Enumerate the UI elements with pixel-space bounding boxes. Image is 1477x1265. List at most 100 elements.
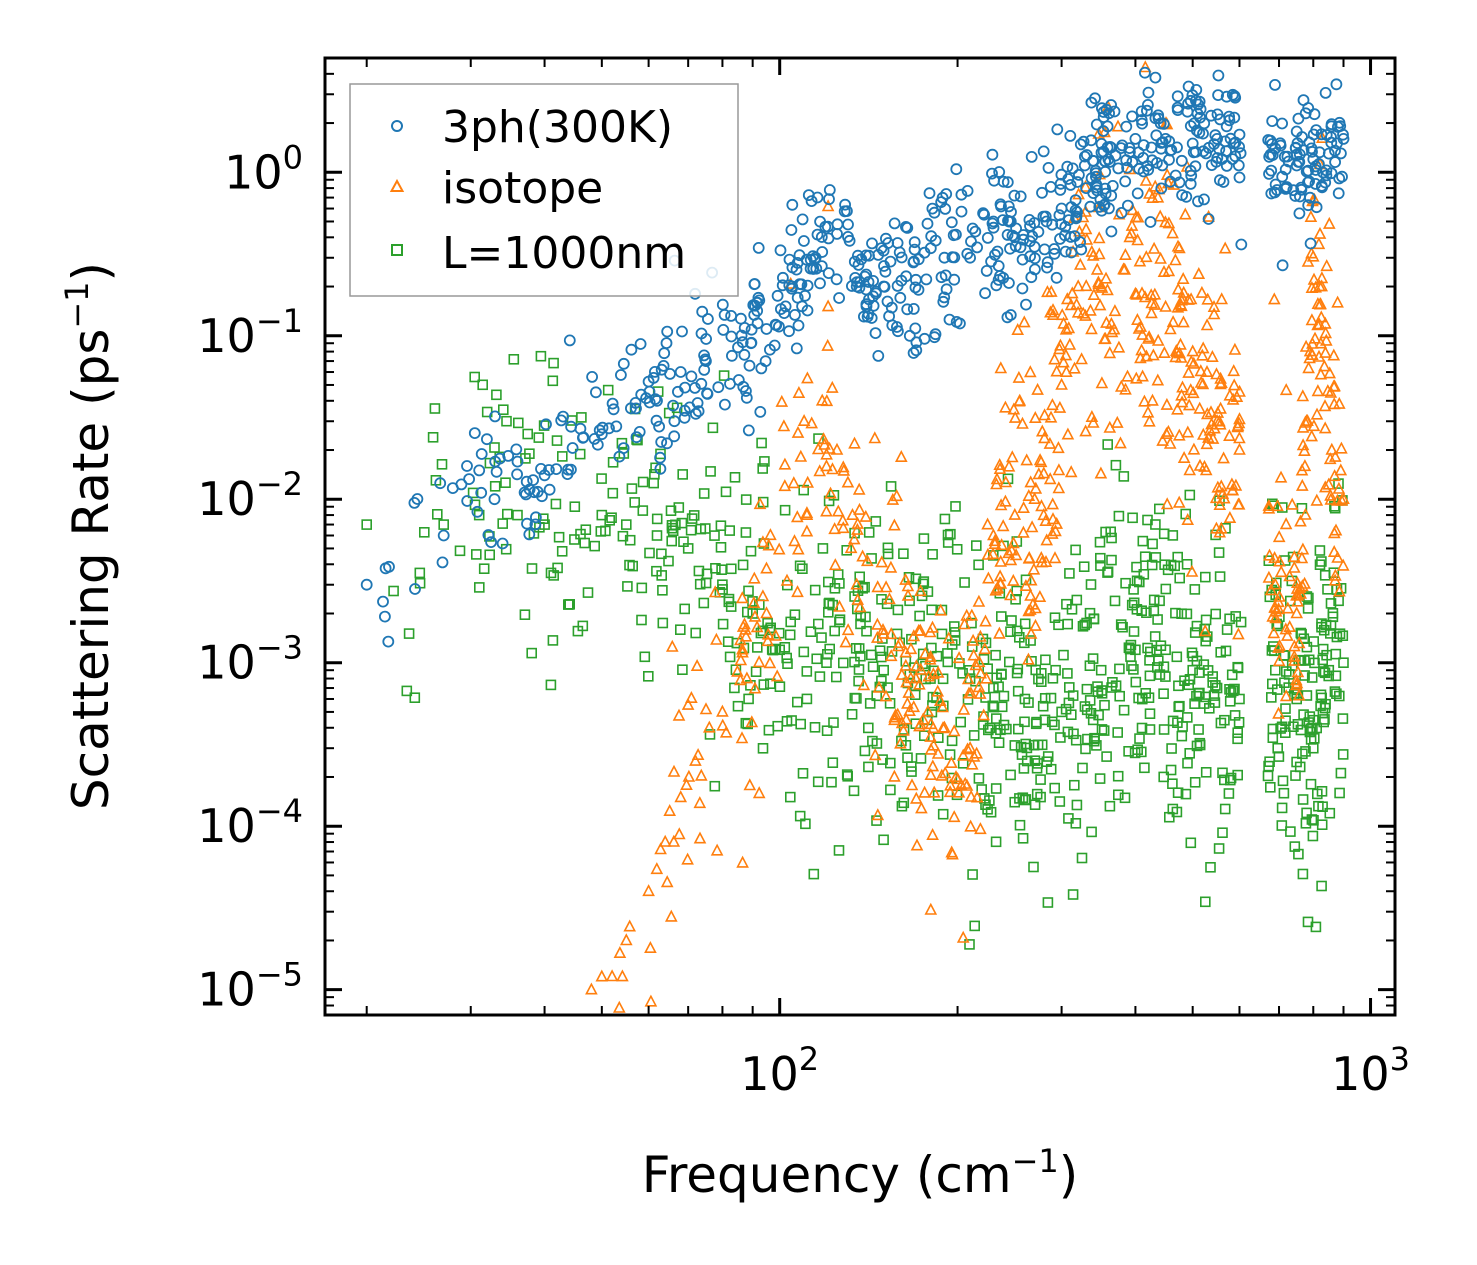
data-point: [957, 667, 968, 679]
data-point: [1294, 514, 1307, 527]
data-point: [1167, 177, 1181, 190]
data-point: [1059, 348, 1073, 361]
data-point: [1220, 90, 1233, 103]
data-point: [893, 635, 907, 649]
data-point: [738, 348, 751, 361]
data-point: [715, 520, 727, 532]
data-point: [747, 596, 758, 607]
data-point: [965, 608, 979, 621]
data-point: [1106, 532, 1117, 544]
data-point: [1019, 693, 1031, 705]
data-point: [738, 617, 751, 630]
data-point: [1171, 141, 1183, 154]
data-point: [607, 456, 619, 468]
data-point: [616, 969, 629, 982]
data-point: [982, 724, 994, 736]
data-point: [855, 650, 866, 662]
data-point: [1131, 233, 1144, 246]
data-point: [807, 250, 819, 263]
data-point: [610, 420, 623, 433]
data-point: [1313, 226, 1327, 239]
data-point: [826, 462, 839, 475]
data-point: [1330, 670, 1342, 682]
data-point: [1064, 178, 1077, 191]
data-point: [990, 472, 1004, 485]
data-point: [959, 577, 970, 588]
data-point: [822, 576, 834, 588]
data-point: [982, 571, 995, 584]
data-point: [577, 431, 590, 444]
data-point: [1128, 626, 1140, 637]
data-point: [1273, 589, 1286, 602]
data-point: [1055, 202, 1068, 215]
data-point: [1131, 561, 1142, 573]
data-point: [1315, 279, 1329, 292]
data-point: [842, 218, 854, 231]
data-point: [1209, 697, 1221, 708]
data-point: [1287, 560, 1301, 573]
data-point: [1322, 477, 1336, 490]
data-point: [655, 363, 668, 376]
data-point: [1077, 620, 1089, 632]
data-point: [475, 486, 488, 499]
data-point: [716, 704, 729, 717]
data-point: [527, 474, 539, 487]
data-point: [1214, 174, 1226, 187]
data-point: [1201, 292, 1215, 305]
data-point: [1291, 665, 1305, 678]
data-point: [1297, 94, 1310, 106]
data-point: [907, 256, 920, 269]
data-point: [1079, 619, 1091, 631]
data-point: [1147, 538, 1158, 550]
data-point: [1169, 350, 1182, 363]
data-point: [1110, 459, 1122, 471]
data-point: [590, 386, 602, 399]
data-point: [1015, 741, 1027, 753]
data-point: [1064, 298, 1078, 311]
data-point: [1138, 60, 1152, 73]
data-point: [1003, 656, 1015, 668]
data-point: [1132, 321, 1146, 334]
data-point: [1329, 568, 1342, 581]
data-point: [1204, 702, 1215, 714]
data-point: [1032, 758, 1043, 769]
data-point: [1292, 688, 1306, 701]
data-point: [1318, 399, 1332, 412]
data-point: [1090, 118, 1103, 131]
data-point: [1277, 775, 1289, 787]
data-point: [1055, 377, 1068, 390]
data-point: [702, 720, 716, 733]
data-point: [860, 268, 873, 281]
data-point: [1171, 90, 1184, 103]
data-point: [907, 629, 921, 642]
data-point: [650, 414, 663, 427]
data-point: [964, 686, 978, 699]
data-point: [676, 517, 688, 529]
data-point: [470, 549, 482, 560]
data-point: [994, 554, 1008, 567]
data-point: [1080, 743, 1091, 755]
data-point: [745, 545, 757, 557]
data-point: [1213, 843, 1225, 854]
data-point: [624, 534, 636, 546]
data-point: [690, 627, 702, 639]
data-point: [725, 309, 737, 322]
data-point: [1121, 369, 1134, 382]
data-point: [619, 933, 633, 946]
data-point: [1099, 155, 1112, 168]
data-point: [1173, 701, 1184, 713]
data-point: [1193, 401, 1207, 414]
data-point: [1040, 533, 1054, 546]
data-point: [1029, 481, 1043, 494]
data-point: [1007, 536, 1020, 549]
data-point: [535, 350, 547, 362]
data-point: [827, 757, 839, 769]
data-point: [1139, 762, 1150, 774]
data-point: [657, 617, 669, 629]
data-point: [775, 394, 789, 407]
legend-label-boundary: L=1000nm: [442, 228, 686, 279]
data-point: [689, 753, 702, 766]
data-point: [971, 241, 983, 254]
data-point: [994, 198, 1007, 211]
